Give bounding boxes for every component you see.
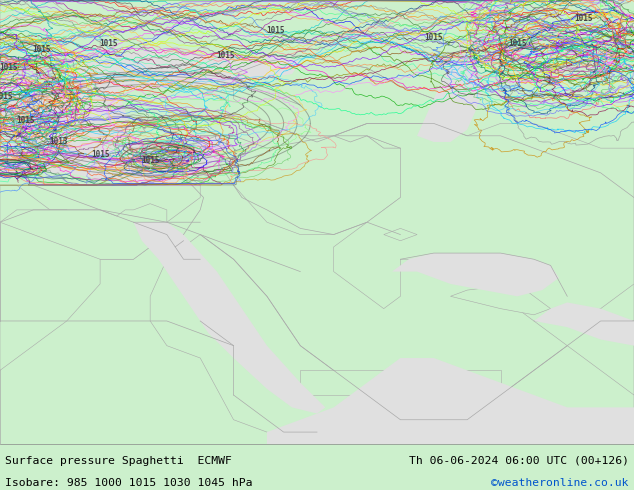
- Text: 1013: 1013: [49, 138, 68, 147]
- Polygon shape: [60, 142, 67, 145]
- Polygon shape: [0, 123, 634, 444]
- Polygon shape: [39, 110, 44, 112]
- Text: Isobare: 985 1000 1015 1030 1045 hPa: Isobare: 985 1000 1015 1030 1045 hPa: [5, 478, 252, 488]
- Text: 1015: 1015: [216, 51, 235, 60]
- Polygon shape: [25, 68, 333, 148]
- Polygon shape: [67, 49, 301, 89]
- Polygon shape: [417, 62, 484, 142]
- Text: 1015: 1015: [0, 63, 18, 73]
- Polygon shape: [451, 284, 550, 315]
- Polygon shape: [0, 204, 167, 259]
- Text: 1015: 1015: [425, 32, 443, 42]
- Polygon shape: [200, 123, 401, 235]
- Polygon shape: [14, 130, 19, 132]
- Text: Th 06-06-2024 06:00 UTC (00+126): Th 06-06-2024 06:00 UTC (00+126): [409, 456, 629, 466]
- Text: ©weatheronline.co.uk: ©weatheronline.co.uk: [491, 478, 629, 488]
- Text: 1015: 1015: [16, 117, 34, 125]
- Polygon shape: [0, 152, 42, 161]
- Text: 1015: 1015: [0, 92, 13, 101]
- Polygon shape: [0, 76, 225, 185]
- Polygon shape: [48, 133, 55, 136]
- Polygon shape: [44, 125, 53, 129]
- Polygon shape: [392, 253, 559, 296]
- Text: 1015: 1015: [99, 39, 118, 48]
- Polygon shape: [68, 128, 72, 131]
- Polygon shape: [301, 370, 500, 395]
- Text: Surface pressure Spaghetti  ECMWF: Surface pressure Spaghetti ECMWF: [5, 456, 232, 466]
- Polygon shape: [534, 302, 634, 345]
- Polygon shape: [0, 80, 67, 150]
- Text: 1015: 1015: [141, 156, 159, 165]
- Polygon shape: [384, 228, 417, 241]
- Text: 1015: 1015: [266, 26, 285, 35]
- Polygon shape: [56, 119, 60, 121]
- Text: 1015: 1015: [32, 45, 51, 54]
- Polygon shape: [333, 123, 634, 321]
- Polygon shape: [233, 55, 434, 136]
- Polygon shape: [150, 235, 634, 444]
- Polygon shape: [138, 152, 177, 164]
- Text: 1015: 1015: [91, 150, 109, 159]
- Polygon shape: [50, 86, 92, 97]
- Polygon shape: [0, 0, 100, 99]
- Polygon shape: [534, 321, 634, 395]
- Polygon shape: [22, 136, 25, 138]
- Text: 1015: 1015: [508, 39, 526, 48]
- Text: 1015: 1015: [574, 14, 593, 23]
- Polygon shape: [0, 185, 100, 444]
- Polygon shape: [267, 358, 634, 444]
- Polygon shape: [134, 222, 325, 414]
